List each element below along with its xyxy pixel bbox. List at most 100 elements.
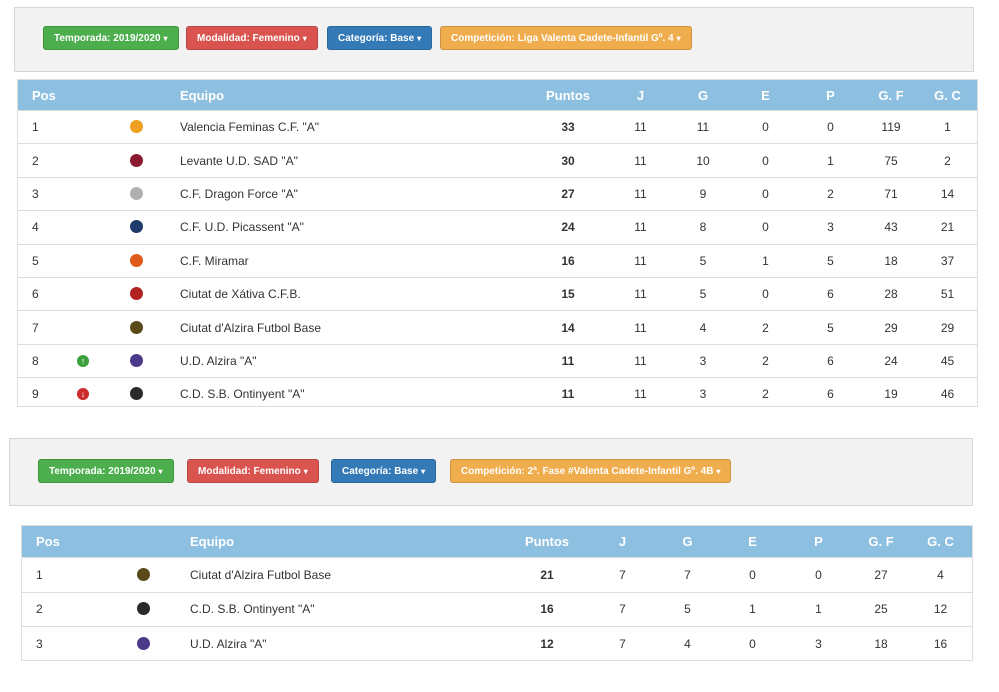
table-row[interactable]: ↑ 8 U.D. Alzira "A" 11 11 3 2 6 24 45 [18,343,977,377]
cell-team[interactable]: U.D. Alzira "A" [180,353,257,368]
cell-goals-for: 27 [874,567,888,582]
cell-lost: 0 [815,567,822,582]
cell-won: 5 [699,287,707,302]
standings-table-2: Pos Equipo Puntos J G E P G. F G. C 1 Ciutat d'Alz… [21,525,973,661]
cell-pos: 6 [32,287,39,302]
header-pos[interactable]: Pos [32,87,56,103]
cell-played: 11 [634,353,647,368]
header-won[interactable]: G [697,87,709,103]
chevron-down-icon: ▾ [303,467,308,476]
dragon-force-crest-icon [130,186,143,200]
cell-points: 11 [561,387,575,402]
cell-team[interactable]: C.D. S.B. Ontinyent "A" [180,387,305,402]
cell-points: 11 [561,353,575,368]
header-drawn[interactable]: E [748,534,757,549]
header-team[interactable]: Equipo [180,87,225,103]
header-lost[interactable]: P [826,87,835,103]
mode-dropdown-2[interactable]: Modalidad: Femenino ▾ [187,459,319,483]
cell-team[interactable]: C.F. Miramar [180,253,249,268]
valencia-crest-icon [130,120,143,134]
header-goals-for[interactable]: G. F [878,87,904,103]
cell-won: 5 [684,602,691,617]
cell-goals-for: 29 [884,320,898,335]
table-row[interactable]: 2 C.D. S.B. Ontinyent "A" 16 7 5 1 1 25 12 [22,591,972,627]
standings-table-1: Pos Equipo Puntos J G E P G. F G. C 1 Valencia Fem… [17,79,978,407]
header-goals-against[interactable]: G. C [927,534,954,549]
cell-team[interactable]: U.D. Alzira "A" [190,636,267,651]
cell-team[interactable]: Levante U.D. SAD "A" [180,153,298,168]
mode-dropdown-1[interactable]: Modalidad: Femenino ▾ [186,26,318,50]
cell-goals-for: 75 [884,153,898,168]
table-row[interactable]: 6 Ciutat de Xátiva C.F.B. 15 11 5 0 6 28 51 [18,276,977,310]
cell-won: 3 [699,353,707,368]
competition-dropdown-1[interactable]: Competición: Liga Valenta Cadete-Infanti… [440,26,692,50]
header-played[interactable]: J [636,87,645,103]
header-goals-against[interactable]: G. C [934,87,961,103]
table-row[interactable]: 5 C.F. Miramar 16 11 5 1 5 18 37 [18,243,977,277]
levante-crest-icon [130,153,143,167]
table-row[interactable]: 1 Valencia Feminas C.F. "A" 33 11 11 0 0 119 1 [18,110,977,143]
header-pos[interactable]: Pos [36,534,60,549]
header-points[interactable]: Puntos [545,87,591,103]
header-goals-for[interactable]: G. F [868,534,894,549]
arrow-up-icon: ↑ [77,354,89,367]
cell-pos: 8 [32,353,39,368]
competition-label: Competición: 2ª. Fase #Valenta Cadete-In… [461,466,714,477]
cell-team[interactable]: C.F. Dragon Force "A" [180,186,298,201]
cell-goals-against: 51 [940,287,955,302]
cell-pos: 3 [32,186,39,201]
cell-team[interactable]: Valencia Feminas C.F. "A" [180,120,320,135]
header-points[interactable]: Puntos [524,534,570,549]
cell-pos: 2 [32,153,39,168]
cell-drawn: 0 [762,186,769,201]
cell-goals-against: 14 [940,186,955,201]
table-row[interactable]: 2 Levante U.D. SAD "A" 30 11 10 0 1 75 2 [18,143,977,176]
cell-goals-for: 25 [874,602,888,617]
cell-team[interactable]: C.F. U.D. Picassent "A" [180,220,304,235]
chevron-down-icon: ▾ [716,467,721,476]
cell-won: 11 [696,120,710,135]
cell-team[interactable]: Ciutat de Xátiva C.F.B. [180,287,301,302]
cell-played: 11 [634,120,647,135]
season-dropdown-1[interactable]: Temporada: 2019/2020 ▾ [43,26,179,50]
cell-points: 12 [540,636,554,651]
cell-points: 16 [561,253,575,268]
cell-played: 11 [634,220,647,235]
mode-label: Modalidad: Femenino [198,466,301,477]
cell-goals-for: 71 [884,186,898,201]
cell-team[interactable]: Ciutat d'Alzira Futbol Base [180,320,322,335]
cell-points: 15 [561,287,575,302]
chevron-down-icon: ▾ [158,467,163,476]
header-team[interactable]: Equipo [190,534,235,549]
cell-won: 8 [699,220,707,235]
cell-pos: 2 [36,602,43,617]
cell-played: 11 [634,387,647,402]
cell-team[interactable]: Ciutat d'Alzira Futbol Base [190,567,332,582]
season-label: Temporada: 2019/2020 [54,33,161,44]
cell-pos: 1 [36,567,43,582]
table-row[interactable]: 3 U.D. Alzira "A" 12 7 4 0 3 18 16 [22,626,972,661]
table-row[interactable]: 1 Ciutat d'Alzira Futbol Base 21 7 7 0 0 27 4 [22,557,972,592]
table-row[interactable]: ↓ 9 C.D. S.B. Ontinyent "A" 11 11 3 2 6 19 46 [18,377,977,410]
table-row[interactable]: 4 C.F. U.D. Picassent "A" 24 11 8 0 3 43 21 [18,210,977,243]
category-dropdown-1[interactable]: Categoría: Base ▾ [327,26,433,50]
cell-lost: 6 [827,387,834,402]
cell-points: 16 [540,602,554,617]
cell-team[interactable]: C.D. S.B. Ontinyent "A" [190,602,315,617]
header-drawn[interactable]: E [761,87,770,103]
table-row[interactable]: 7 Ciutat d'Alzira Futbol Base 14 11 4 2 5 29 29 [18,310,977,343]
cell-goals-against: 2 [944,153,951,168]
cell-played: 11 [634,287,647,302]
category-dropdown-2[interactable]: Categoría: Base ▾ [331,459,437,483]
cell-played: 11 [634,253,647,268]
table-header: Pos Equipo Puntos J G E P G. F G. C [22,526,972,557]
cell-points: 24 [561,220,575,235]
season-dropdown-2[interactable]: Temporada: 2019/2020 ▾ [38,459,174,483]
xativa-crest-icon [130,287,143,301]
header-played[interactable]: J [618,534,627,549]
table-row[interactable]: 3 C.F. Dragon Force "A" 27 11 9 0 2 71 14 [18,176,977,210]
competition-dropdown-2[interactable]: Competición: 2ª. Fase #Valenta Cadete-In… [450,459,732,483]
header-won[interactable]: G [682,534,693,549]
header-lost[interactable]: P [814,534,823,549]
cell-won: 3 [699,387,707,402]
